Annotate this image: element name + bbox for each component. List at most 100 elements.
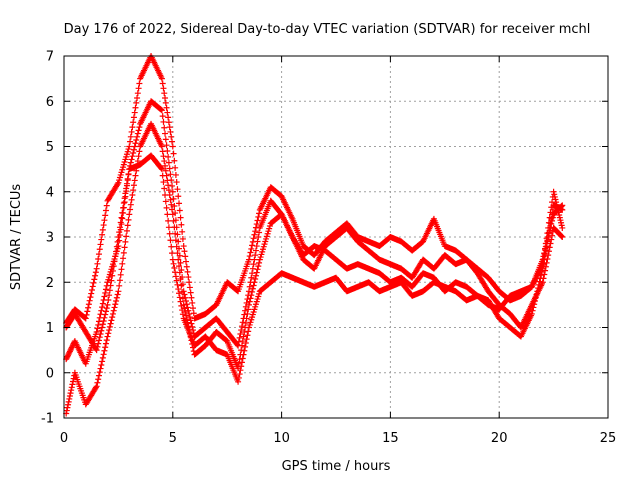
data-point <box>133 167 140 174</box>
data-point <box>190 327 197 334</box>
data-point <box>84 308 91 315</box>
data-point <box>158 166 165 173</box>
series-day-3 <box>63 98 566 367</box>
data-point <box>162 136 169 143</box>
data-point <box>103 305 110 312</box>
data-point <box>541 256 548 263</box>
data-point <box>102 212 109 219</box>
data-point <box>103 337 110 344</box>
data-point <box>95 321 102 328</box>
data-point <box>120 255 127 262</box>
data-point <box>99 358 106 365</box>
data-point <box>235 365 242 372</box>
data-point <box>130 187 137 194</box>
data-point <box>185 323 192 330</box>
data-point <box>244 332 251 339</box>
data-point <box>94 260 101 267</box>
data-point <box>176 290 183 297</box>
data-point <box>127 206 134 213</box>
data-point <box>176 200 183 207</box>
data-point <box>183 301 190 308</box>
data-point <box>134 162 141 169</box>
data-point <box>120 204 127 211</box>
data-point <box>166 124 173 131</box>
data-point <box>134 95 141 102</box>
data-point <box>93 347 100 354</box>
data-point <box>558 233 565 240</box>
data-point <box>101 217 108 224</box>
data-point <box>127 159 134 166</box>
data-point <box>161 158 168 165</box>
data-point <box>86 297 93 304</box>
data-point <box>87 294 94 301</box>
data-point <box>130 146 137 153</box>
data-point <box>169 182 176 189</box>
data-point <box>254 217 261 224</box>
data-point <box>235 338 242 345</box>
data-point <box>183 316 190 323</box>
data-point <box>235 360 242 367</box>
data-point <box>160 153 167 160</box>
data-point <box>130 182 137 189</box>
data-point <box>88 290 95 297</box>
data-point <box>176 245 183 252</box>
data-point <box>177 298 184 305</box>
data-point <box>118 214 125 221</box>
data-point <box>124 177 131 184</box>
data-point <box>96 334 103 341</box>
data-point <box>133 137 140 144</box>
data-point <box>249 265 256 272</box>
data-point <box>186 314 193 321</box>
data-point <box>168 243 175 250</box>
data-point <box>176 294 183 301</box>
data-point <box>106 292 113 299</box>
data-point <box>162 167 169 174</box>
data-point <box>103 202 110 209</box>
x-tick-label: 10 <box>273 431 290 446</box>
data-point <box>186 279 193 286</box>
data-point <box>123 188 130 195</box>
data-point <box>250 261 257 268</box>
data-point <box>99 231 106 238</box>
data-point <box>105 330 112 337</box>
data-point <box>184 268 191 275</box>
data-point <box>179 281 186 288</box>
data-point <box>109 314 116 321</box>
data-point <box>131 177 138 184</box>
data-point <box>242 340 249 347</box>
data-point <box>110 307 117 314</box>
data-point <box>132 172 139 179</box>
data-point <box>249 288 256 295</box>
data-point <box>160 118 167 125</box>
data-point <box>241 311 248 318</box>
data-point <box>104 333 111 340</box>
data-point <box>118 221 125 228</box>
data-point <box>174 186 181 193</box>
data-point <box>190 305 197 312</box>
data-point <box>130 114 137 121</box>
data-point <box>169 206 176 213</box>
data-point <box>241 329 248 336</box>
data-point <box>180 243 187 250</box>
data-point <box>242 307 249 314</box>
data-point <box>539 261 546 268</box>
data-point <box>95 340 102 347</box>
data-point <box>162 130 169 137</box>
data-point <box>94 325 101 332</box>
data-point <box>129 124 136 131</box>
data-point <box>165 187 172 194</box>
data-point <box>128 156 135 163</box>
data-point <box>169 256 176 263</box>
data-point <box>542 267 549 274</box>
data-point <box>123 233 130 240</box>
data-point <box>165 153 172 160</box>
data-point <box>186 284 193 291</box>
data-point <box>128 128 135 135</box>
data-point <box>188 294 195 301</box>
data-point <box>187 289 194 296</box>
data-point <box>161 185 168 192</box>
data-point <box>121 199 128 206</box>
data-point <box>253 269 260 276</box>
data-point <box>95 337 102 344</box>
data-point <box>189 323 196 330</box>
